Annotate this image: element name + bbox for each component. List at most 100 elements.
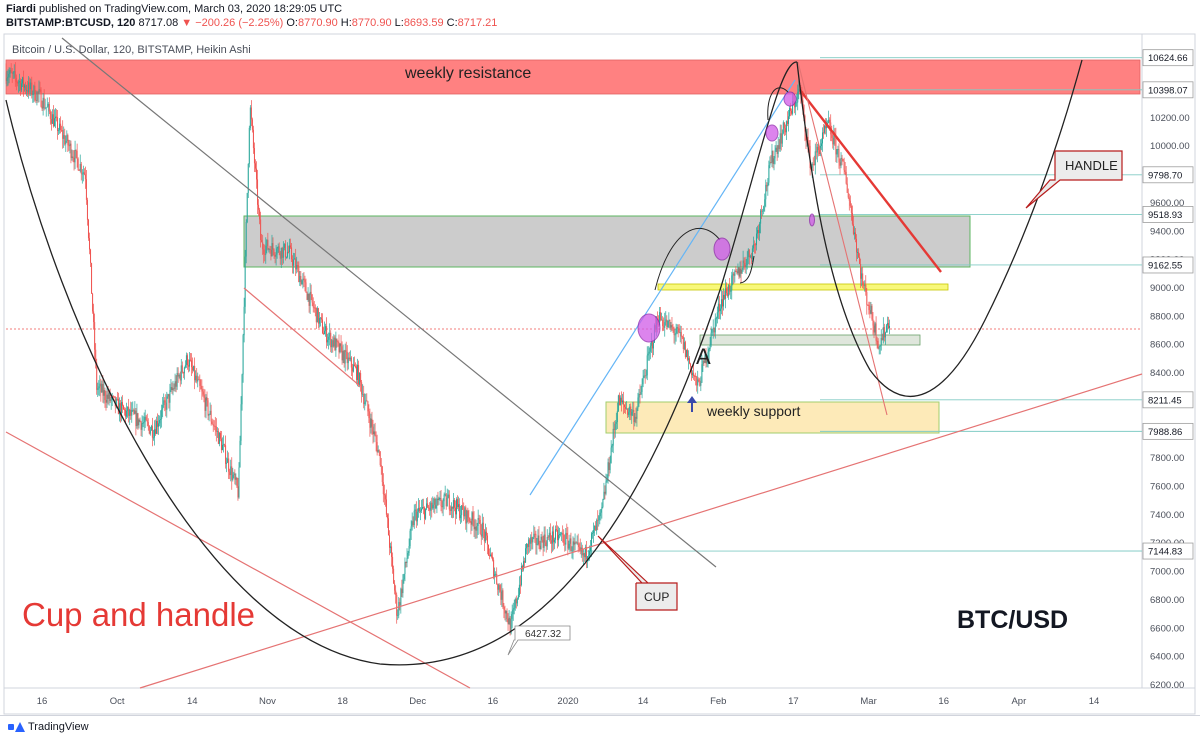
candle-body <box>440 498 442 507</box>
candle-body <box>197 379 199 382</box>
tradingview-logo[interactable]: TradingView <box>8 721 89 733</box>
candle-body <box>92 293 94 312</box>
candle-body <box>687 358 689 360</box>
candle-body <box>113 396 115 398</box>
candle-body <box>811 164 813 169</box>
candle-body <box>725 288 727 299</box>
author-name[interactable]: Fiardi <box>6 3 36 15</box>
candle-body <box>609 462 611 471</box>
time-axis[interactable]: 16 Oct 14 Nov 18 Dec 16 2020 14 Feb 17 Mar 16 Apr 14 <box>37 696 1100 707</box>
candle-body <box>534 533 536 535</box>
candle-body <box>12 72 14 74</box>
red-channel-line[interactable] <box>243 287 361 387</box>
candle-body <box>370 418 372 428</box>
price-level-tag <box>1142 542 1194 560</box>
candle-body <box>588 551 590 556</box>
candle-body <box>696 376 698 386</box>
candle-body <box>863 285 865 286</box>
handle-curve[interactable] <box>796 59 1083 398</box>
candle-body <box>576 542 578 544</box>
candle-body <box>326 326 328 343</box>
candle-body <box>8 73 10 77</box>
highlight-ellipse-5[interactable] <box>809 213 815 227</box>
curved-arrow-3[interactable] <box>767 87 789 121</box>
candle-body <box>711 329 713 333</box>
handle-resistance-line[interactable] <box>799 89 942 273</box>
candle-body <box>460 515 462 519</box>
candle-body <box>845 171 847 184</box>
candle-body <box>567 535 569 549</box>
weekly-support-zone[interactable] <box>605 401 940 434</box>
candle-body <box>666 319 668 327</box>
candle-body <box>492 556 494 560</box>
candle-body <box>95 349 97 363</box>
candle-body <box>161 409 163 419</box>
candle-body <box>257 179 259 205</box>
price-axis[interactable]: 6200.006400.006600.006800.007000.007200.… <box>1142 49 1194 691</box>
candle-body <box>480 533 482 537</box>
candle-body <box>234 473 236 480</box>
candle-body <box>444 494 446 496</box>
candle-body <box>298 266 300 283</box>
candle-body <box>592 533 594 534</box>
candle-body <box>445 494 447 507</box>
candle-body <box>279 253 281 259</box>
low-price-callout[interactable] <box>507 625 571 656</box>
cup-callout-box[interactable] <box>597 535 678 611</box>
green-level-zone[interactable] <box>699 334 921 346</box>
candle-body <box>813 164 815 166</box>
highlight-ellipse-2[interactable] <box>713 237 731 261</box>
candle-body <box>296 265 298 270</box>
candle-body <box>308 293 310 306</box>
candle-body <box>797 91 799 103</box>
candle-body <box>526 543 528 549</box>
highlight-ellipse-4[interactable] <box>783 91 797 107</box>
candle-body <box>179 374 181 381</box>
highlight-ellipse-1[interactable] <box>637 313 661 343</box>
price-tick-label: 6400.00 <box>1150 652 1184 663</box>
yellow-level-zone[interactable] <box>657 283 949 291</box>
candle-body <box>598 516 600 521</box>
candle-body <box>714 318 716 333</box>
candle-body <box>611 445 613 448</box>
price-level-label: 10398.07 <box>1148 85 1188 96</box>
candle-body <box>154 429 156 434</box>
candle-body <box>649 345 651 352</box>
candle-body <box>794 101 796 108</box>
candle-body <box>474 526 476 530</box>
candle-body <box>616 410 618 423</box>
candle-body <box>705 354 707 364</box>
candle-body <box>507 619 509 625</box>
price-tick-label: 6800.00 <box>1150 595 1184 606</box>
handle-drop-line[interactable] <box>797 61 888 416</box>
candle-body <box>115 398 117 407</box>
falling-red-trendline-left[interactable] <box>5 431 471 689</box>
candle-body <box>84 174 86 180</box>
cup-curve[interactable] <box>5 61 798 666</box>
grey-consolidation-zone[interactable] <box>243 215 971 268</box>
candle-body <box>699 380 701 386</box>
cup-label: CUP <box>644 590 669 604</box>
curved-arrow-1[interactable] <box>654 228 721 291</box>
candle-body <box>446 497 448 507</box>
curved-arrow-2[interactable] <box>739 255 755 284</box>
candle-body <box>748 249 750 258</box>
highlight-ellipse-3[interactable] <box>765 124 779 142</box>
blue-uptrend-line[interactable] <box>529 79 796 496</box>
candle-body <box>515 599 517 604</box>
handle-callout-box[interactable] <box>1025 150 1123 209</box>
descending-grey-trendline[interactable] <box>61 37 717 568</box>
candle-body <box>717 303 719 313</box>
candle-body <box>357 364 359 380</box>
candle-body <box>305 282 307 293</box>
candle-body <box>332 340 334 347</box>
candle-body <box>847 192 849 198</box>
weekly-resistance-zone[interactable] <box>5 59 1141 95</box>
candle-body <box>751 248 753 260</box>
rising-red-trendline[interactable] <box>139 373 1143 689</box>
candle-body <box>432 504 434 509</box>
candle-body <box>561 533 563 535</box>
candle-body <box>199 379 201 386</box>
candle-body <box>678 328 680 333</box>
